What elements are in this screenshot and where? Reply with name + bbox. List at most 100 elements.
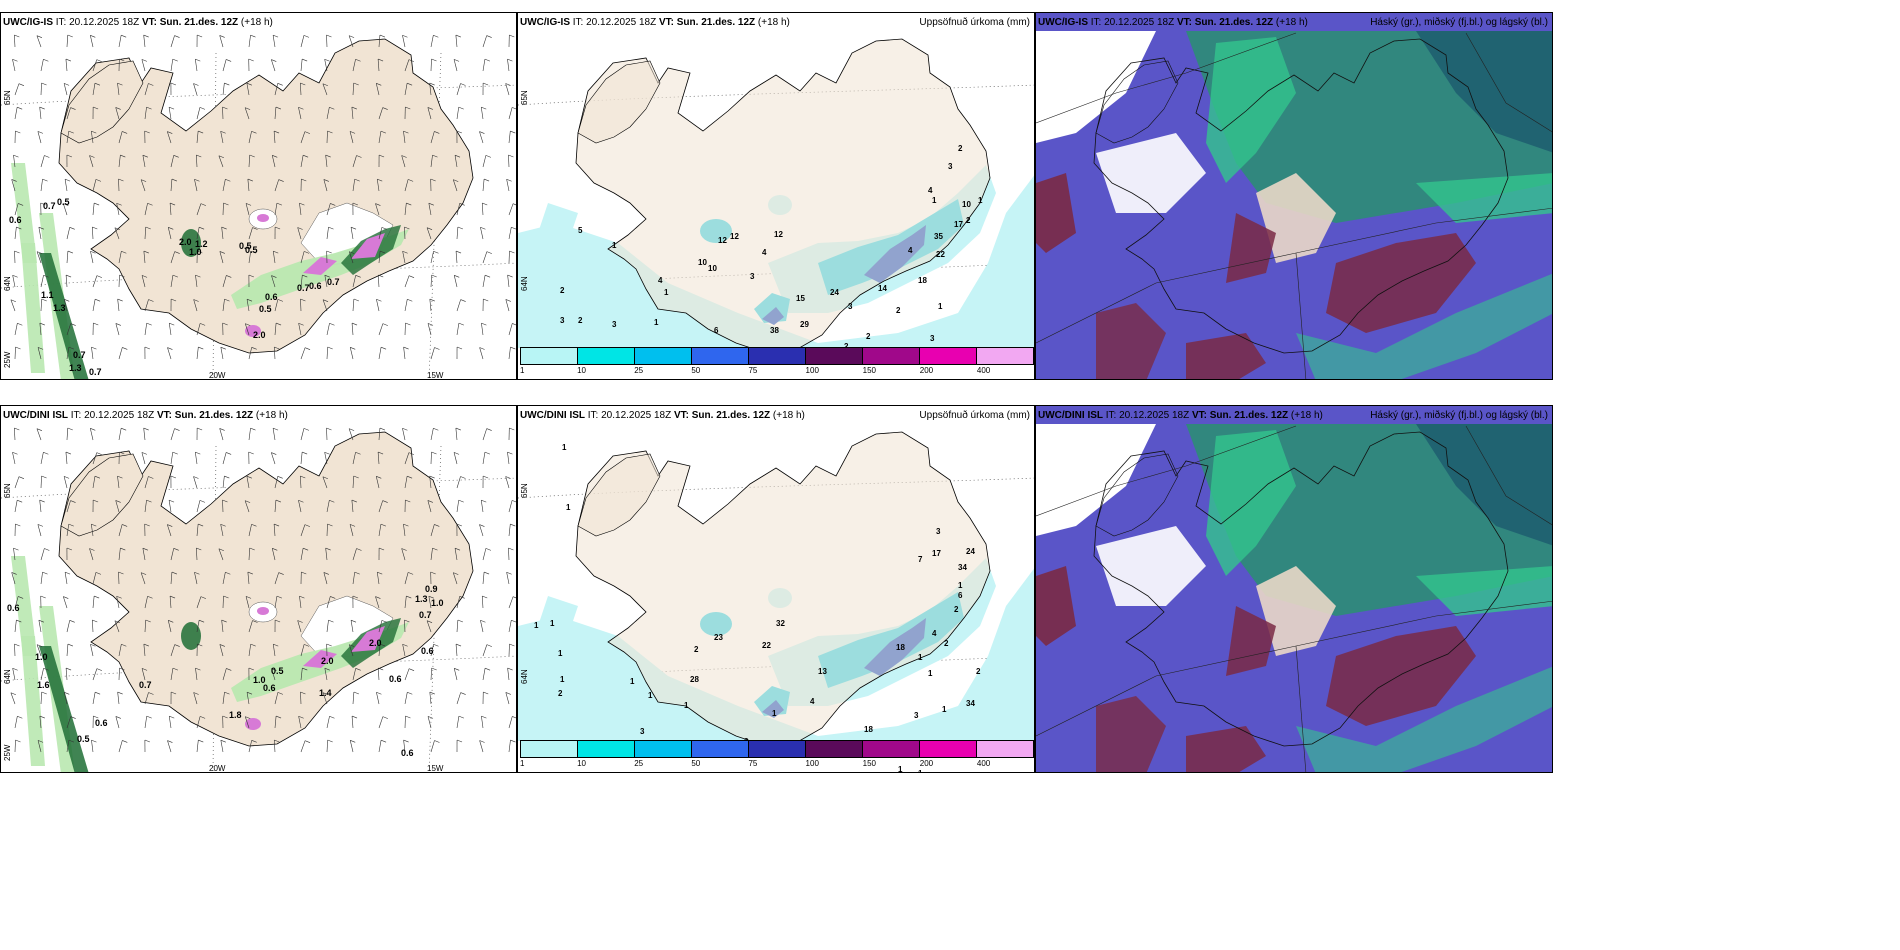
precip-map-panel-bottom[interactable]: UWC/DINI ISL IT: 20.12.2025 18Z VT: Sun.…: [517, 405, 1035, 773]
cloud-map: [1036, 13, 1552, 379]
precip-value-label: 1: [534, 621, 539, 630]
precip-value-label: 2: [958, 144, 963, 153]
precip-value-label: 4: [658, 276, 663, 285]
precip-value-label: 1: [558, 649, 563, 658]
wind-value-label: 0.5: [57, 197, 70, 207]
wind-barbs: [10, 427, 516, 753]
vt-label: VT:: [673, 410, 689, 421]
wind-value-label: 1.2: [195, 239, 208, 249]
cloud-map-panel-top[interactable]: UWC/IG-IS IT: 20.12.2025 18Z VT: Sun. 21…: [1035, 12, 1553, 380]
panel-right-title: Háský (gr.), miðský (fj.bl.) og lágský (…: [1370, 410, 1548, 421]
precip-value-label: 24: [966, 547, 975, 556]
precip-map: 5123231461751210312411524382924141822351…: [518, 38, 1034, 365]
colorbar-tick-label: 10: [577, 366, 587, 375]
wind-map-panel-bottom[interactable]: UWC/DINI ISL IT: 20.12.2025 18Z VT: Sun.…: [0, 405, 517, 773]
colorbar-swatch: [920, 348, 977, 364]
colorbar-tick-label: 10: [577, 759, 587, 768]
precip-value-label: 34: [958, 563, 967, 572]
wind-speed-land: [181, 607, 409, 730]
panel-header: UWC/DINI ISL IT: 20.12.2025 18Z VT: Sun.…: [520, 410, 805, 421]
colorbar-tick-label: 75: [748, 366, 758, 375]
colorbar-tick-label: 150: [862, 366, 877, 375]
precip-value-label: 2: [844, 342, 849, 351]
lead-time: (+18 h): [772, 410, 805, 421]
precip-value-label: 2: [944, 639, 949, 648]
panel-right-title: Háský (gr.), miðský (fj.bl.) og lágský (…: [1370, 17, 1548, 28]
wind-value-label: 0.9: [425, 584, 438, 594]
precip-value-label: 3: [750, 272, 755, 281]
lat-label: 65N: [3, 483, 12, 498]
lead-time: (+18 h): [240, 17, 273, 28]
vt-value: Sun. 21.des. 12Z: [1209, 410, 1289, 421]
cloud-map-panel-bottom[interactable]: UWC/DINI ISL IT: 20.12.2025 18Z VT: Sun.…: [1035, 405, 1553, 773]
lat-label: 64N: [520, 669, 529, 684]
wind-value-label: 0.5: [271, 666, 284, 676]
wind-value-label: 1.0: [35, 652, 48, 662]
wind-value-label: 0.5: [239, 241, 252, 251]
lead-time: (+18 h): [757, 17, 790, 28]
precip-value-label: 3: [560, 316, 565, 325]
panel-right-title: Uppsöfnuð úrkoma (mm): [919, 410, 1030, 421]
precip-value-label: 1: [550, 619, 555, 628]
precip-value-label: 1: [612, 241, 617, 250]
precip-value-label: 22: [936, 250, 945, 259]
colorbar-tick-labels: 1 10 25 50 75 100 150 200 400: [520, 365, 1034, 376]
it-label: IT:: [1090, 17, 1102, 28]
precip-value-label: 10: [962, 200, 971, 209]
cloud-map: [1036, 406, 1552, 772]
wind-value-label: 0.6: [263, 683, 276, 693]
precip-value-label: 1: [918, 769, 923, 773]
lat-label: 65N: [3, 90, 12, 105]
wind-value-label: 1.3: [415, 594, 428, 604]
wind-value-labels: 0.60.7 0.51.11.30.71.3 0.72.0 1.21.00.50.50…: [9, 197, 340, 377]
colorbar-swatch: [635, 741, 692, 757]
model-name: UWC/DINI ISL: [1038, 410, 1103, 421]
panel-right-title: Uppsöfnuð úrkoma (mm): [919, 17, 1030, 28]
precip-value-label: 4: [908, 246, 913, 255]
model-name: UWC/IG-IS: [520, 17, 570, 28]
precip-map-panel-top[interactable]: UWC/IG-IS IT: 20.12.2025 18Z VT: Sun. 21…: [517, 12, 1035, 380]
precip-value-label: 2: [954, 605, 959, 614]
panel-header: UWC/DINI ISL IT: 20.12.2025 18Z VT: Sun.…: [3, 410, 288, 421]
it-label: IT:: [572, 17, 584, 28]
precip-value-label: 6: [714, 326, 719, 335]
wind-value-label: 1.8: [229, 710, 242, 720]
colorbar-swatch: [692, 348, 749, 364]
model-name: UWC/DINI ISL: [3, 410, 68, 421]
precip-value-label: 1: [654, 318, 659, 327]
precip-value-label: 13: [818, 667, 827, 676]
wind-value-label: 0.7: [419, 610, 432, 620]
precip-value-label: 2: [976, 667, 981, 676]
colorbar-swatch: [521, 348, 578, 364]
lat-label: 64N: [520, 276, 529, 291]
wind-map-panel-top[interactable]: UWC/IG-IS IT: 20.12.2025 18Z VT: Sun. 21…: [0, 12, 517, 380]
colorbar-swatch: [863, 741, 920, 757]
colorbar-swatch: [749, 348, 806, 364]
colorbar-swatch: [692, 741, 749, 757]
panel-header: UWC/IG-IS IT: 20.12.2025 18Z VT: Sun. 21…: [3, 17, 273, 28]
land: [58, 431, 474, 747]
wind-value-label: 1.6: [37, 680, 50, 690]
wind-value-label: 0.6: [421, 646, 434, 656]
precip-value-label: 3: [930, 334, 935, 343]
colorbar-swatch: [806, 741, 863, 757]
wind-value-label: 1.0: [253, 675, 266, 685]
precip-value-label: 18: [896, 643, 905, 652]
lat-label: 64N: [3, 276, 12, 291]
precip-value-label: 1: [566, 503, 571, 512]
precip-colorbar: 1 10 25 50 75 100 150 200 400: [520, 740, 1034, 770]
precip-value-label: 7: [918, 555, 923, 564]
wind-value-label: 0.6: [389, 674, 402, 684]
precip-value-label: 2: [694, 645, 699, 654]
precip-value-label: 35: [934, 232, 943, 241]
boundary-lines: [1036, 32, 1552, 379]
colorbar-swatch: [578, 348, 635, 364]
precip-value-label: 1: [772, 709, 777, 718]
precip-value-label: 1: [648, 691, 653, 700]
precip-value-label: 1: [918, 653, 923, 662]
lat-label: 25W: [3, 351, 12, 368]
panel-header: UWC/IG-IS IT: 20.12.2025 18Z VT: Sun. 21…: [1038, 17, 1308, 28]
precip-value-label: 3: [914, 711, 919, 720]
lon-label: 15W: [427, 371, 444, 380]
wind-value-label: 1.0: [189, 247, 202, 257]
